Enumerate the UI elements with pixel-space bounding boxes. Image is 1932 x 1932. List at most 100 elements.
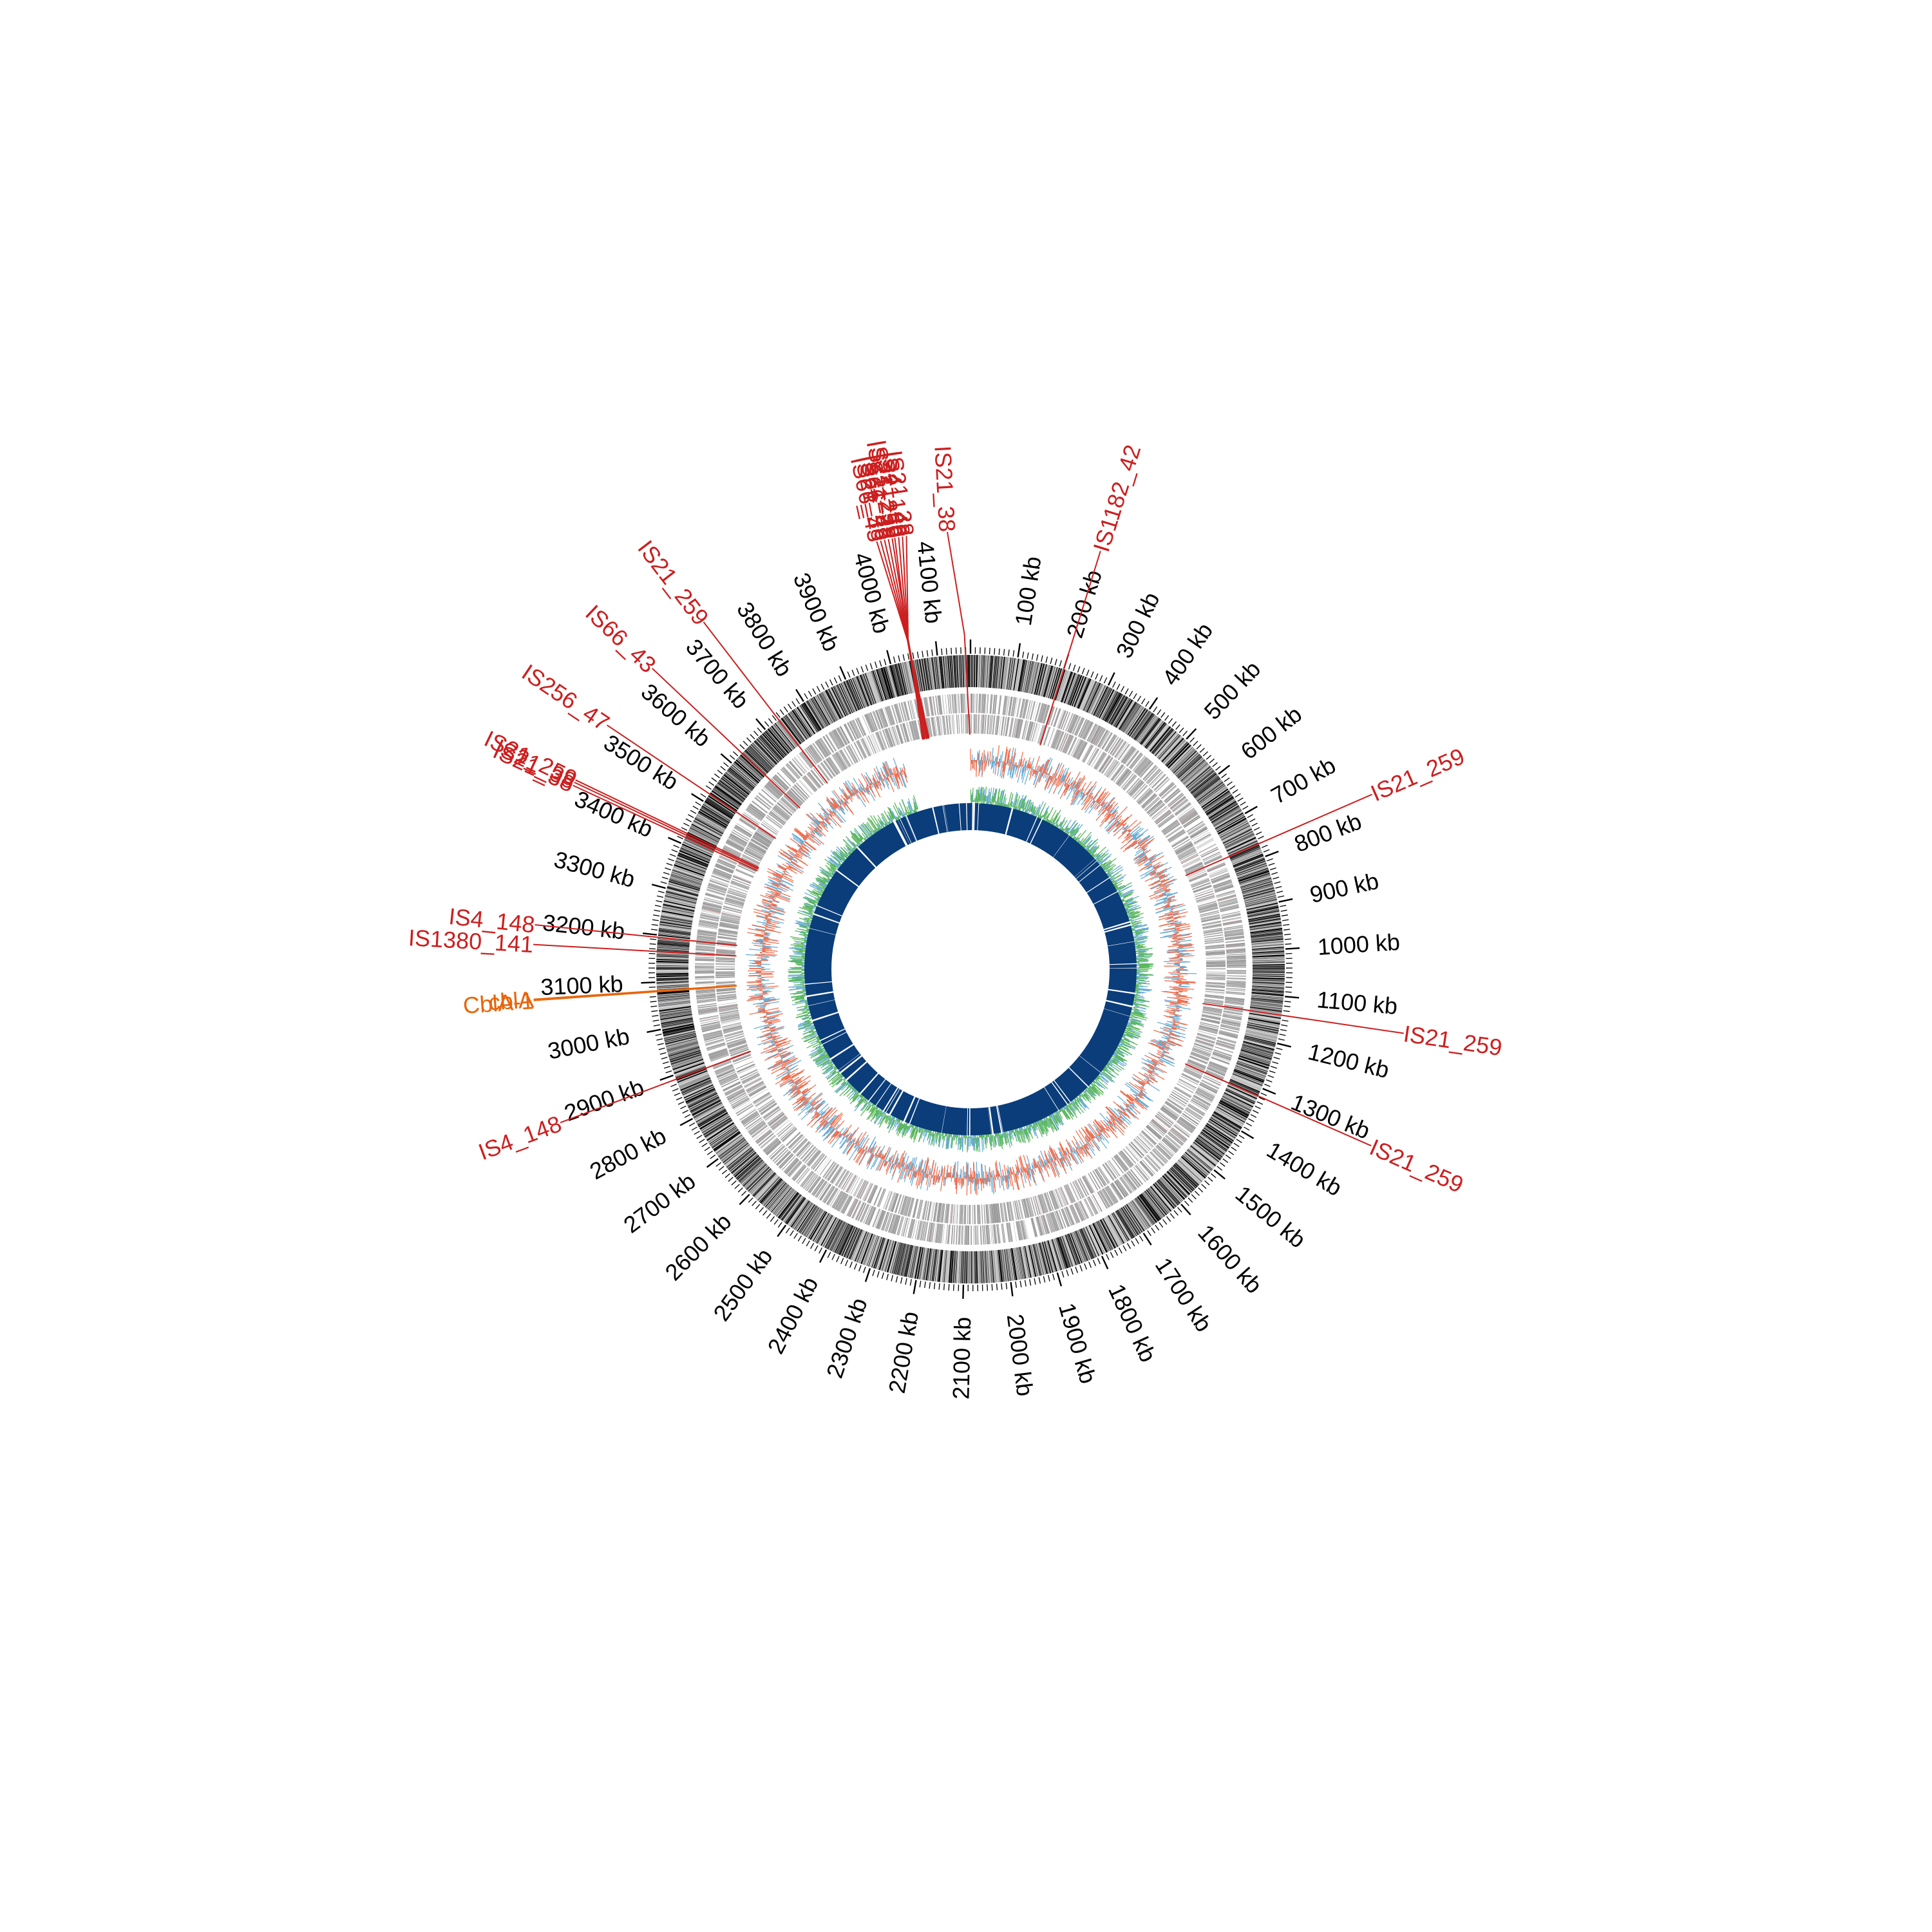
outer-ring-band [806, 1209, 824, 1238]
outer-ring-band [1244, 1036, 1276, 1046]
outer-ring-band [661, 1020, 694, 1028]
outer-ring-band [1214, 1109, 1244, 1127]
outer-ring-band [1252, 960, 1285, 961]
outer-ring-band [656, 969, 688, 971]
outer-ring-band [1208, 1121, 1236, 1139]
outer-ring-band [680, 848, 710, 862]
outer-ring-band [1184, 764, 1210, 786]
minor-tick [1088, 1262, 1092, 1268]
outer-ring-band [1216, 814, 1245, 831]
minor-tick [1050, 658, 1053, 665]
outer-ring-band [984, 1251, 988, 1283]
outer-ring-band [854, 1231, 867, 1262]
minor-tick [891, 1274, 894, 1282]
minor-tick [1285, 943, 1292, 945]
outer-ring-band [661, 1021, 694, 1029]
outer-ring-band [1135, 714, 1154, 741]
outer-ring-band [856, 1232, 869, 1263]
outer-ring-band [1251, 992, 1284, 997]
outer-ring-band [1170, 1168, 1194, 1192]
outer-ring-band [697, 1108, 726, 1125]
minor-tick [680, 1105, 687, 1110]
outer-ring-band [850, 678, 864, 709]
outer-ring-band [740, 1161, 764, 1184]
outer-ring-band [1229, 1080, 1260, 1094]
outer-ring-band [752, 742, 775, 766]
outer-ring-band [947, 1250, 951, 1283]
minor-tick [829, 679, 833, 686]
minor-tick [814, 1245, 819, 1251]
major-tick [1285, 947, 1300, 950]
outer-ring-band [1052, 1239, 1063, 1271]
outer-ring-band [703, 1118, 732, 1136]
outer-ring-band [1023, 1246, 1030, 1278]
outer-ring-band [952, 655, 956, 688]
outer-ring-band [829, 1221, 845, 1251]
outer-ring-band [696, 816, 724, 832]
outer-ring-band [1243, 888, 1274, 898]
outer-ring-band [737, 1159, 762, 1181]
outer-ring-band [661, 908, 694, 916]
outer-ring-band [1224, 833, 1255, 848]
outer-ring-band [958, 655, 961, 688]
outer-ring-band [1252, 963, 1285, 965]
minor-tick [791, 701, 796, 707]
inner-blue-ring [804, 801, 1139, 1137]
outer-ring-band [1195, 1139, 1222, 1159]
minor-tick [684, 1114, 691, 1118]
outer-ring-band [1202, 1130, 1229, 1150]
outer-ring-band [1128, 708, 1148, 736]
outer-ring-band [887, 666, 896, 697]
outer-ring-band [718, 781, 744, 802]
scale-label: 1000 kb [1317, 929, 1401, 960]
outer-ring-band [767, 728, 790, 754]
outer-ring-band [858, 676, 871, 706]
outer-ring-band [1240, 879, 1272, 889]
outer-ring-band [681, 1080, 712, 1094]
outer-ring-band [808, 1211, 826, 1239]
outer-ring-band [726, 1146, 752, 1168]
outer-ring-band [1001, 1249, 1007, 1282]
outer-ring-band [1161, 737, 1184, 762]
outer-ring-band [1032, 1244, 1041, 1276]
minor-tick [1072, 664, 1076, 671]
outer-ring-band [944, 656, 949, 688]
outer-ring-band [789, 712, 809, 739]
outer-ring-band [1056, 670, 1067, 701]
major-tick [864, 1268, 871, 1282]
outer-ring-band [692, 822, 722, 838]
outer-ring-band [891, 1242, 901, 1274]
outer-ring-band [1215, 812, 1244, 830]
outer-ring-band [1098, 1220, 1114, 1249]
outer-ring-band [1050, 667, 1061, 699]
outer-ring-band [1253, 967, 1285, 969]
outer-ring-band [716, 784, 743, 804]
outer-ring-band [1103, 1218, 1119, 1247]
outer-ring-band [1249, 921, 1282, 927]
outer-ring-band [815, 1215, 833, 1244]
minor-tick [666, 862, 673, 866]
outer-ring-band [750, 744, 774, 768]
outer-ring-band [1252, 983, 1285, 987]
outer-ring-band [670, 1054, 702, 1065]
outer-ring-band [1251, 938, 1283, 943]
minor-tick [652, 1019, 659, 1022]
annotation-leader [606, 724, 776, 839]
minor-tick [1141, 698, 1146, 705]
outer-ring-band [1222, 1096, 1251, 1112]
outer-ring-band [885, 666, 895, 698]
outer-ring-band [663, 902, 695, 911]
outer-ring-band [664, 1032, 696, 1041]
outer-ring-band [1145, 723, 1167, 749]
outer-ring-band [1226, 1086, 1257, 1101]
outer-ring-band [1221, 825, 1251, 840]
minor-tick [1283, 1010, 1290, 1012]
outer-ring-band [1103, 692, 1121, 721]
outer-ring-band [1231, 1076, 1262, 1090]
outer-ring-band [1028, 661, 1036, 694]
minor-tick [724, 1173, 731, 1179]
outer-ring-band [663, 900, 696, 909]
outer-ring-band [1252, 962, 1285, 963]
outer-ring-band [1040, 1242, 1049, 1274]
outer-ring-band [1238, 1055, 1270, 1066]
